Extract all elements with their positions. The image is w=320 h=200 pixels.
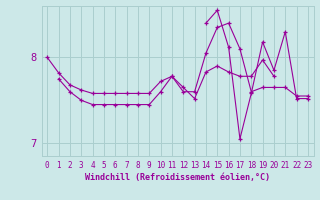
X-axis label: Windchill (Refroidissement éolien,°C): Windchill (Refroidissement éolien,°C) xyxy=(85,173,270,182)
